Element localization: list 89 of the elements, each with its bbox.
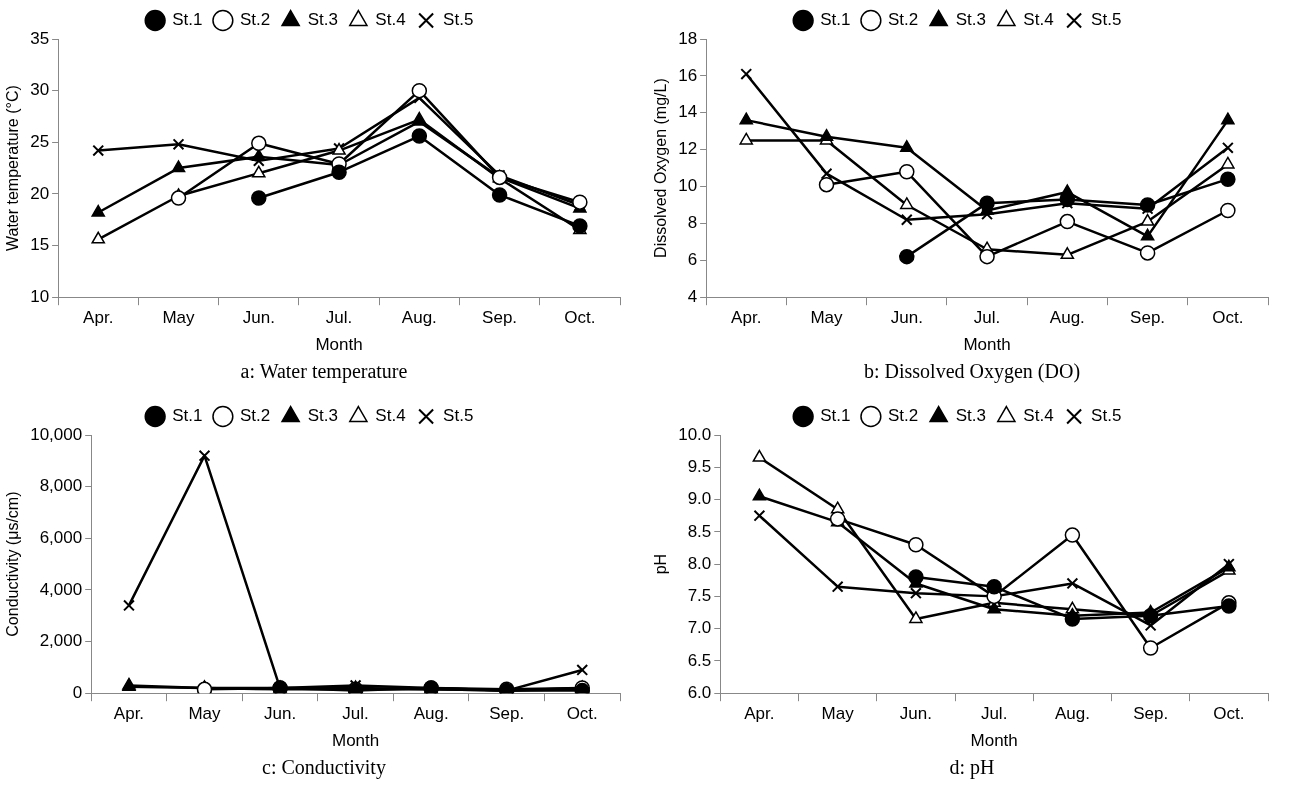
y-tick-label: 6,000 (39, 527, 83, 547)
x-tick-label: Oct. (1213, 704, 1245, 724)
legend-label: St.4 (375, 10, 406, 30)
x-tick-label: Jun. (899, 704, 932, 724)
y-tick-label: 10 (30, 286, 50, 306)
text: b: Dissolved Oxygen (DO) (862, 360, 1082, 383)
x-tick-label: Oct. (1212, 308, 1244, 328)
x-tick-label: Aug. (1054, 704, 1090, 724)
x-tick-label: Sep. (489, 704, 525, 724)
y-tick-label: 4 (687, 286, 698, 306)
legend-label: St.2 (887, 406, 919, 426)
y-tick-label: 25 (30, 131, 50, 151)
legend-label: St.5 (443, 406, 474, 426)
legend-label: St.3 (307, 406, 338, 426)
legend-label: St.5 (1091, 406, 1122, 426)
x-axis-title: Month (331, 731, 380, 751)
legend-label: St.4 (1023, 406, 1054, 426)
y-tick-label: 6.5 (687, 650, 712, 670)
x-tick-label: Jun. (263, 704, 297, 724)
x-tick-label: Sep. (482, 308, 518, 328)
y-axis-title: Water temperature (°C) (4, 85, 22, 252)
x-axis-title: Month (315, 335, 363, 355)
x-tick-label: Aug. (401, 308, 437, 328)
legend-label: St.3 (955, 406, 986, 426)
x-tick-label: Jul. (973, 308, 1001, 328)
text: d: pH (948, 756, 996, 779)
legend-label: St.1 (172, 10, 203, 30)
y-tick-label: 9.5 (687, 456, 712, 476)
x-tick-label: May (188, 704, 222, 724)
y-tick-label: 4,000 (39, 579, 83, 599)
y-tick-label: 8,000 (39, 476, 83, 496)
x-tick-label: Oct. (566, 704, 598, 724)
y-tick-label: 10.0 (678, 424, 712, 444)
x-tick-label: Apr. (83, 308, 114, 328)
y-tick-label: 6.0 (687, 682, 712, 702)
y-tick-label: 10 (678, 176, 698, 196)
legend-label: St.2 (239, 406, 271, 426)
legend-label: St.5 (1091, 10, 1122, 30)
x-tick-label: Sep. (1133, 704, 1169, 724)
x-tick-label: Apr. (744, 704, 775, 724)
y-tick-label: 8.0 (687, 553, 712, 573)
legend-label: St.3 (307, 10, 338, 30)
x-axis-title: Month (963, 335, 1011, 355)
legend-label: St.4 (1023, 10, 1054, 30)
y-tick-label: 15 (30, 235, 50, 255)
legend-label: St.5 (443, 10, 474, 30)
y-tick-label: 8.5 (687, 521, 712, 541)
legend-label: St.2 (239, 10, 271, 30)
legend-label: St.1 (172, 406, 203, 426)
x-tick-label: Jul. (980, 704, 1008, 724)
legend-label: St.1 (820, 10, 851, 30)
y-tick-label: 8 (687, 213, 698, 233)
y-tick-label: 10,000 (30, 424, 83, 444)
x-tick-label: May (810, 308, 844, 328)
y-tick-label: 2,000 (39, 631, 83, 651)
y-tick-label: 9.0 (687, 489, 712, 509)
y-tick-label: 16 (678, 65, 698, 85)
x-tick-label: Sep. (1130, 308, 1166, 328)
y-axis-title: pH (652, 553, 670, 575)
x-tick-label: Aug. (1049, 308, 1085, 328)
text: c: Conductivity (261, 756, 387, 779)
y-axis-title: Conductivity (μs/cm) (4, 491, 22, 637)
x-axis-title: Month (970, 731, 1018, 751)
x-tick-label: Jul. (325, 308, 353, 328)
legend-label: St.3 (955, 10, 986, 30)
y-tick-label: 35 (30, 28, 50, 48)
text: a: Water temperature (239, 360, 409, 383)
legend-label: St.4 (375, 406, 406, 426)
x-tick-label: Jun. (242, 308, 275, 328)
y-tick-label: 14 (678, 102, 698, 122)
x-tick-label: May (821, 704, 855, 724)
x-tick-label: Apr. (731, 308, 762, 328)
x-tick-label: May (162, 308, 196, 328)
x-tick-label: Jul. (342, 704, 369, 724)
x-tick-label: Jun. (890, 308, 923, 328)
y-tick-label: 0 (72, 682, 83, 702)
x-tick-label: Oct. (564, 308, 596, 328)
y-tick-label: 20 (30, 183, 50, 203)
y-tick-label: 6 (687, 250, 698, 269)
y-tick-label: 30 (30, 80, 50, 100)
x-tick-label: Apr. (113, 704, 145, 724)
y-tick-label: 18 (678, 28, 698, 48)
x-tick-label: Aug. (413, 704, 449, 724)
y-tick-label: 7.0 (687, 618, 712, 638)
legend-label: St.1 (820, 406, 851, 426)
y-axis-title: Dissolved Oxygen (mg/L) (652, 78, 670, 258)
legend-label: St.2 (887, 10, 919, 30)
y-tick-label: 7.5 (687, 586, 712, 606)
y-tick-label: 12 (678, 139, 698, 159)
